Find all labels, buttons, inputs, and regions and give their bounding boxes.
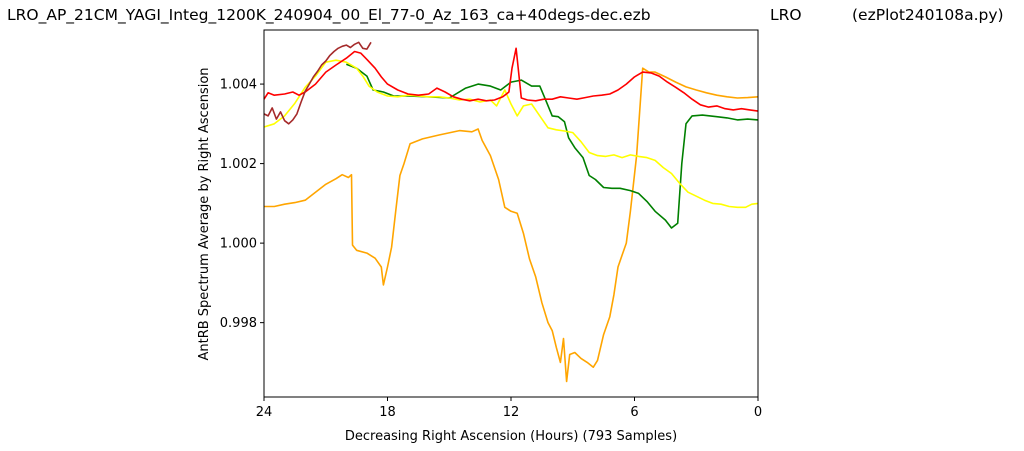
- y-tick-label: 0.998: [220, 316, 257, 331]
- x-axis-label: Decreasing Right Ascension (Hours) (793 …: [345, 429, 677, 444]
- x-tick-label: 12: [503, 405, 520, 420]
- series-layer: [263, 41, 759, 383]
- axis-layer: 24 18 12 6 0 0.998 1.000 1.002 1.004: [220, 78, 762, 420]
- y-tick-label: 1.000: [220, 237, 257, 252]
- plot-program-title: (ezPlot240108a.py): [852, 6, 1004, 24]
- x-tick-label: 0: [754, 405, 762, 420]
- y-tick-label: 1.002: [220, 157, 257, 172]
- series-line-2: [346, 63, 759, 229]
- x-tick-label: 18: [379, 405, 396, 420]
- y-axis-label: AntRB Spectrum Average by Right Ascensio…: [197, 67, 212, 360]
- x-tick-label: 24: [256, 405, 273, 420]
- series-line-4: [263, 47, 759, 112]
- x-tick-label: 6: [630, 405, 638, 420]
- series-line-5: [263, 41, 372, 125]
- plot-site-title: LRO: [770, 6, 802, 24]
- series-line-1: [264, 67, 759, 383]
- series-line-3: [263, 59, 759, 209]
- y-tick-label: 1.004: [220, 78, 257, 93]
- plot-filename-title: LRO_AP_21CM_YAGI_Integ_1200K_240904_00_E…: [7, 6, 651, 24]
